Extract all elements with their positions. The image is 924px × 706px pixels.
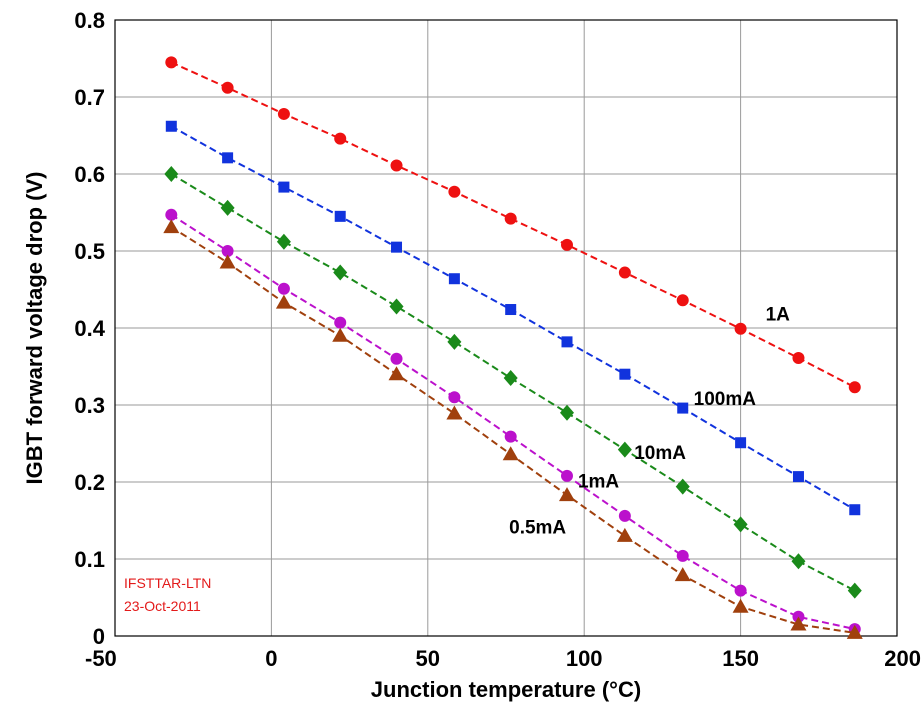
data-point-1mA <box>334 316 347 329</box>
data-point-100mA <box>222 152 234 164</box>
series-100mA <box>165 120 861 516</box>
y-tick-label: 0.1 <box>74 547 105 572</box>
series-0.5mA <box>163 219 863 639</box>
data-point-1A <box>390 159 403 172</box>
data-point-100mA <box>735 437 747 449</box>
y-tick-label: 0.2 <box>74 470 105 495</box>
data-point-10mA <box>503 370 518 387</box>
data-point-100mA <box>677 402 689 414</box>
data-point-1mA <box>504 430 517 443</box>
data-point-10mA <box>447 333 462 350</box>
data-point-1A <box>792 352 805 365</box>
data-point-10mA <box>733 516 748 533</box>
data-point-100mA <box>619 368 631 380</box>
series-1A <box>165 56 861 394</box>
data-point-1A <box>221 81 234 94</box>
data-point-1mA <box>618 509 631 522</box>
data-point-1mA <box>165 208 178 221</box>
data-point-0.5mA <box>558 487 575 502</box>
data-point-0.5mA <box>332 327 349 342</box>
data-point-0.5mA <box>388 366 405 381</box>
data-point-1A <box>277 107 290 120</box>
data-point-0.5mA <box>616 527 633 542</box>
data-point-0.5mA <box>790 616 807 631</box>
y-tick-label: 0 <box>93 624 105 649</box>
data-point-100mA <box>849 504 861 516</box>
series-label-0.5mA: 0.5mA <box>509 518 566 539</box>
data-point-100mA <box>448 273 460 285</box>
data-point-10mA <box>164 166 179 182</box>
data-point-0.5mA <box>846 624 863 639</box>
x-tick-label: 50 <box>416 646 440 671</box>
series-label-10mA: 10mA <box>634 443 686 464</box>
data-point-100mA <box>792 471 804 483</box>
series-label-1mA: 1mA <box>578 471 619 492</box>
y-tick-label: 0.8 <box>74 8 105 33</box>
series-10mA <box>164 166 862 599</box>
data-point-0.5mA <box>275 294 292 309</box>
watermark-date: 23-Oct-2011 <box>124 598 201 614</box>
series-1mA <box>165 208 861 636</box>
data-point-10mA <box>559 404 574 421</box>
data-point-10mA <box>389 298 404 315</box>
data-point-100mA <box>561 336 573 348</box>
data-point-1mA <box>560 469 573 482</box>
data-point-0.5mA <box>502 446 519 461</box>
data-point-1A <box>734 322 747 335</box>
data-point-10mA <box>333 264 348 281</box>
data-point-10mA <box>675 478 690 495</box>
y-tick-label: 0.3 <box>74 393 105 418</box>
data-point-10mA <box>617 441 632 458</box>
y-tick-label: 0.4 <box>74 316 105 341</box>
data-point-1A <box>504 212 517 225</box>
series-label-1A: 1A <box>766 304 791 325</box>
x-tick-label: 200 <box>884 646 921 671</box>
data-point-1A <box>448 185 461 198</box>
data-point-1mA <box>734 584 747 597</box>
data-point-10mA <box>220 199 235 216</box>
x-tick-label: -50 <box>85 646 117 671</box>
data-point-0.5mA <box>674 567 691 582</box>
data-point-1mA <box>277 282 290 295</box>
data-point-1A <box>676 294 689 307</box>
data-point-10mA <box>791 553 806 570</box>
data-point-100mA <box>278 181 290 193</box>
data-point-1A <box>848 381 861 394</box>
data-point-1mA <box>448 391 461 404</box>
data-point-1mA <box>676 549 689 562</box>
data-point-1A <box>165 56 178 69</box>
data-point-1mA <box>221 245 234 257</box>
data-point-100mA <box>334 210 346 222</box>
data-point-0.5mA <box>163 219 180 234</box>
x-tick-label: 150 <box>722 646 759 671</box>
data-point-0.5mA <box>732 598 749 613</box>
data-point-100mA <box>391 241 403 253</box>
data-point-100mA <box>165 120 177 132</box>
data-point-10mA <box>847 582 862 599</box>
x-tick-label: 100 <box>566 646 603 671</box>
data-point-1A <box>334 132 347 145</box>
y-axis-label: IGBT forward voltage drop (V) <box>22 172 47 485</box>
data-point-1mA <box>390 352 403 365</box>
plot-frame <box>114 19 898 637</box>
grid <box>115 20 897 636</box>
data-point-0.5mA <box>219 254 236 269</box>
data-point-0.5mA <box>446 405 463 420</box>
series-lines <box>163 56 863 639</box>
x-tick-label: 0 <box>265 646 277 671</box>
y-tick-label: 0.5 <box>74 239 105 264</box>
data-point-1A <box>560 238 573 251</box>
watermark-org: IFSTTAR-LTN <box>124 575 211 591</box>
y-tick-label: 0.6 <box>74 162 105 187</box>
data-point-100mA <box>505 304 517 316</box>
series-labels: 1A 100mA 10mA 1mA 0.5mA <box>509 304 790 538</box>
x-axis-label: Junction temperature (°C) <box>371 677 641 702</box>
data-point-1A <box>618 266 631 279</box>
data-point-10mA <box>276 233 291 250</box>
y-tick-label: 0.7 <box>74 85 105 110</box>
series-label-100mA: 100mA <box>694 389 757 410</box>
